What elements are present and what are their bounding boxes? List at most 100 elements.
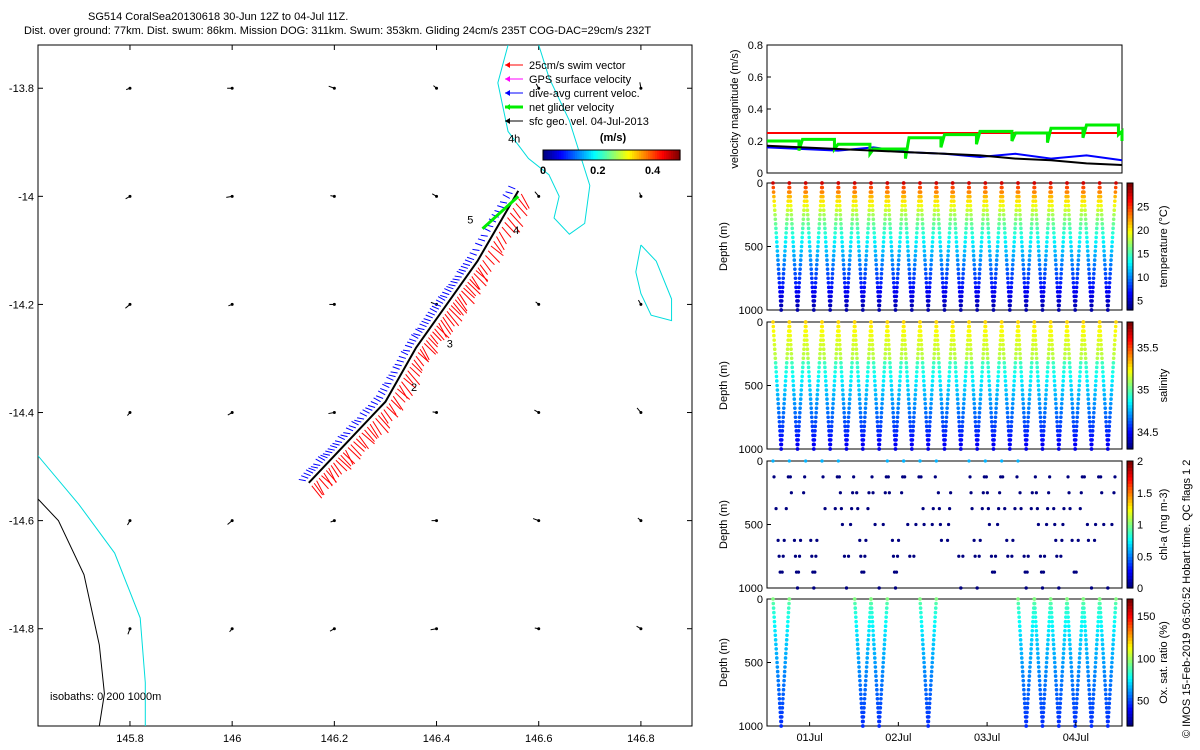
section-data-point	[898, 235, 902, 240]
colorbar-segment	[554, 150, 558, 160]
section-data-point	[961, 406, 966, 410]
section-data-point	[968, 208, 973, 213]
section-data-point	[968, 199, 972, 203]
section-data-point	[1035, 361, 1039, 365]
section-data-point	[932, 351, 937, 356]
section-data-point	[964, 217, 969, 222]
section-data-point	[952, 208, 957, 213]
section-data-point	[858, 538, 862, 542]
section-data-point	[922, 392, 927, 397]
section-data-point	[1107, 701, 1112, 706]
section-data-point	[799, 244, 804, 249]
section-data-point	[918, 324, 923, 329]
section-data-point	[834, 208, 839, 213]
section-data-point	[947, 240, 951, 244]
dac-vector	[460, 265, 469, 269]
section-data-point	[950, 181, 955, 185]
section-data-point	[1001, 203, 1005, 208]
section-data-point	[777, 276, 781, 281]
section-data-point	[1038, 696, 1043, 701]
section-data-point	[932, 347, 937, 352]
section-data-point	[782, 669, 787, 674]
section-data-point	[1083, 217, 1088, 222]
section-data-point	[923, 678, 928, 683]
section-data-point	[795, 308, 800, 312]
geo-velocity-arrow-head	[639, 86, 643, 90]
section-data-point	[785, 351, 790, 356]
section-data-point	[862, 424, 867, 429]
section-data-point	[1099, 347, 1104, 352]
section-data-point	[1017, 199, 1021, 203]
section-data-point	[879, 267, 884, 271]
section-data-point	[907, 406, 912, 410]
section-data-point	[882, 235, 886, 240]
section-data-point	[994, 267, 998, 271]
section-data-point	[992, 290, 997, 294]
section-data-point	[885, 185, 890, 190]
section-data-point	[1017, 347, 1022, 352]
swim-vector	[463, 287, 475, 299]
section-colorbar-segment	[1127, 599, 1133, 603]
section-data-point	[1060, 674, 1064, 678]
section-data-point	[1037, 262, 1042, 267]
section-data-point	[1016, 320, 1020, 324]
section-data-point	[1057, 710, 1062, 715]
section-data-point	[786, 203, 790, 208]
section-data-point	[849, 374, 853, 379]
section-data-point	[995, 383, 1000, 388]
section-data-point	[847, 262, 852, 267]
section-data-point	[1086, 669, 1090, 674]
section-data-point	[782, 401, 786, 406]
section-data-point	[985, 356, 990, 361]
section-data-point	[1016, 181, 1020, 185]
section-data-point	[853, 610, 858, 615]
section-data-point	[1108, 271, 1112, 276]
section-data-point	[1029, 507, 1033, 511]
section-data-point	[952, 342, 956, 347]
section-data-point	[904, 226, 909, 231]
section-data-point	[1030, 208, 1035, 213]
section-data-point	[928, 419, 932, 424]
section-data-point	[1091, 280, 1096, 285]
section-data-point	[1059, 276, 1063, 281]
isobath-shelf-line	[38, 498, 105, 726]
section-data-point	[1082, 333, 1087, 338]
section-data-point	[856, 374, 860, 379]
section-data-point	[1050, 212, 1055, 217]
section-data-point	[955, 258, 960, 262]
section-data-point	[814, 276, 818, 281]
section-data-point	[1021, 258, 1025, 262]
section-data-point	[1032, 324, 1037, 329]
section-data-point	[1044, 522, 1049, 527]
geo-velocity-arrow-head	[332, 519, 336, 523]
section-data-point	[1101, 370, 1105, 374]
section-data-point	[853, 606, 858, 610]
section-data-point	[1095, 217, 1100, 222]
section-colorbar-segment	[1127, 584, 1133, 589]
dac-vector	[462, 262, 471, 266]
section-data-point	[1017, 194, 1021, 199]
section-data-point	[850, 361, 854, 365]
section-data-point	[861, 715, 866, 719]
section-data-point	[832, 244, 837, 249]
section-data-point	[979, 379, 984, 383]
section-colorbar-segment	[1127, 363, 1133, 368]
dac-vector	[442, 291, 450, 296]
section-data-point	[1022, 687, 1026, 692]
section-data-point	[874, 397, 878, 401]
section-data-point	[855, 642, 860, 647]
section-data-point	[989, 267, 993, 271]
section-data-point	[831, 253, 836, 258]
section-data-point	[931, 235, 935, 240]
section-data-point	[1070, 262, 1075, 267]
section-data-point	[862, 570, 866, 574]
section-data-point	[945, 401, 950, 406]
section-data-point	[1110, 647, 1115, 651]
section-data-point	[996, 379, 1000, 383]
swim-vector	[328, 467, 337, 483]
section-data-point	[776, 678, 781, 683]
swim-vector	[479, 264, 488, 275]
section-data-point	[1090, 294, 1095, 299]
section-data-point	[1044, 665, 1049, 669]
section-colorbar-segment	[1127, 186, 1133, 190]
